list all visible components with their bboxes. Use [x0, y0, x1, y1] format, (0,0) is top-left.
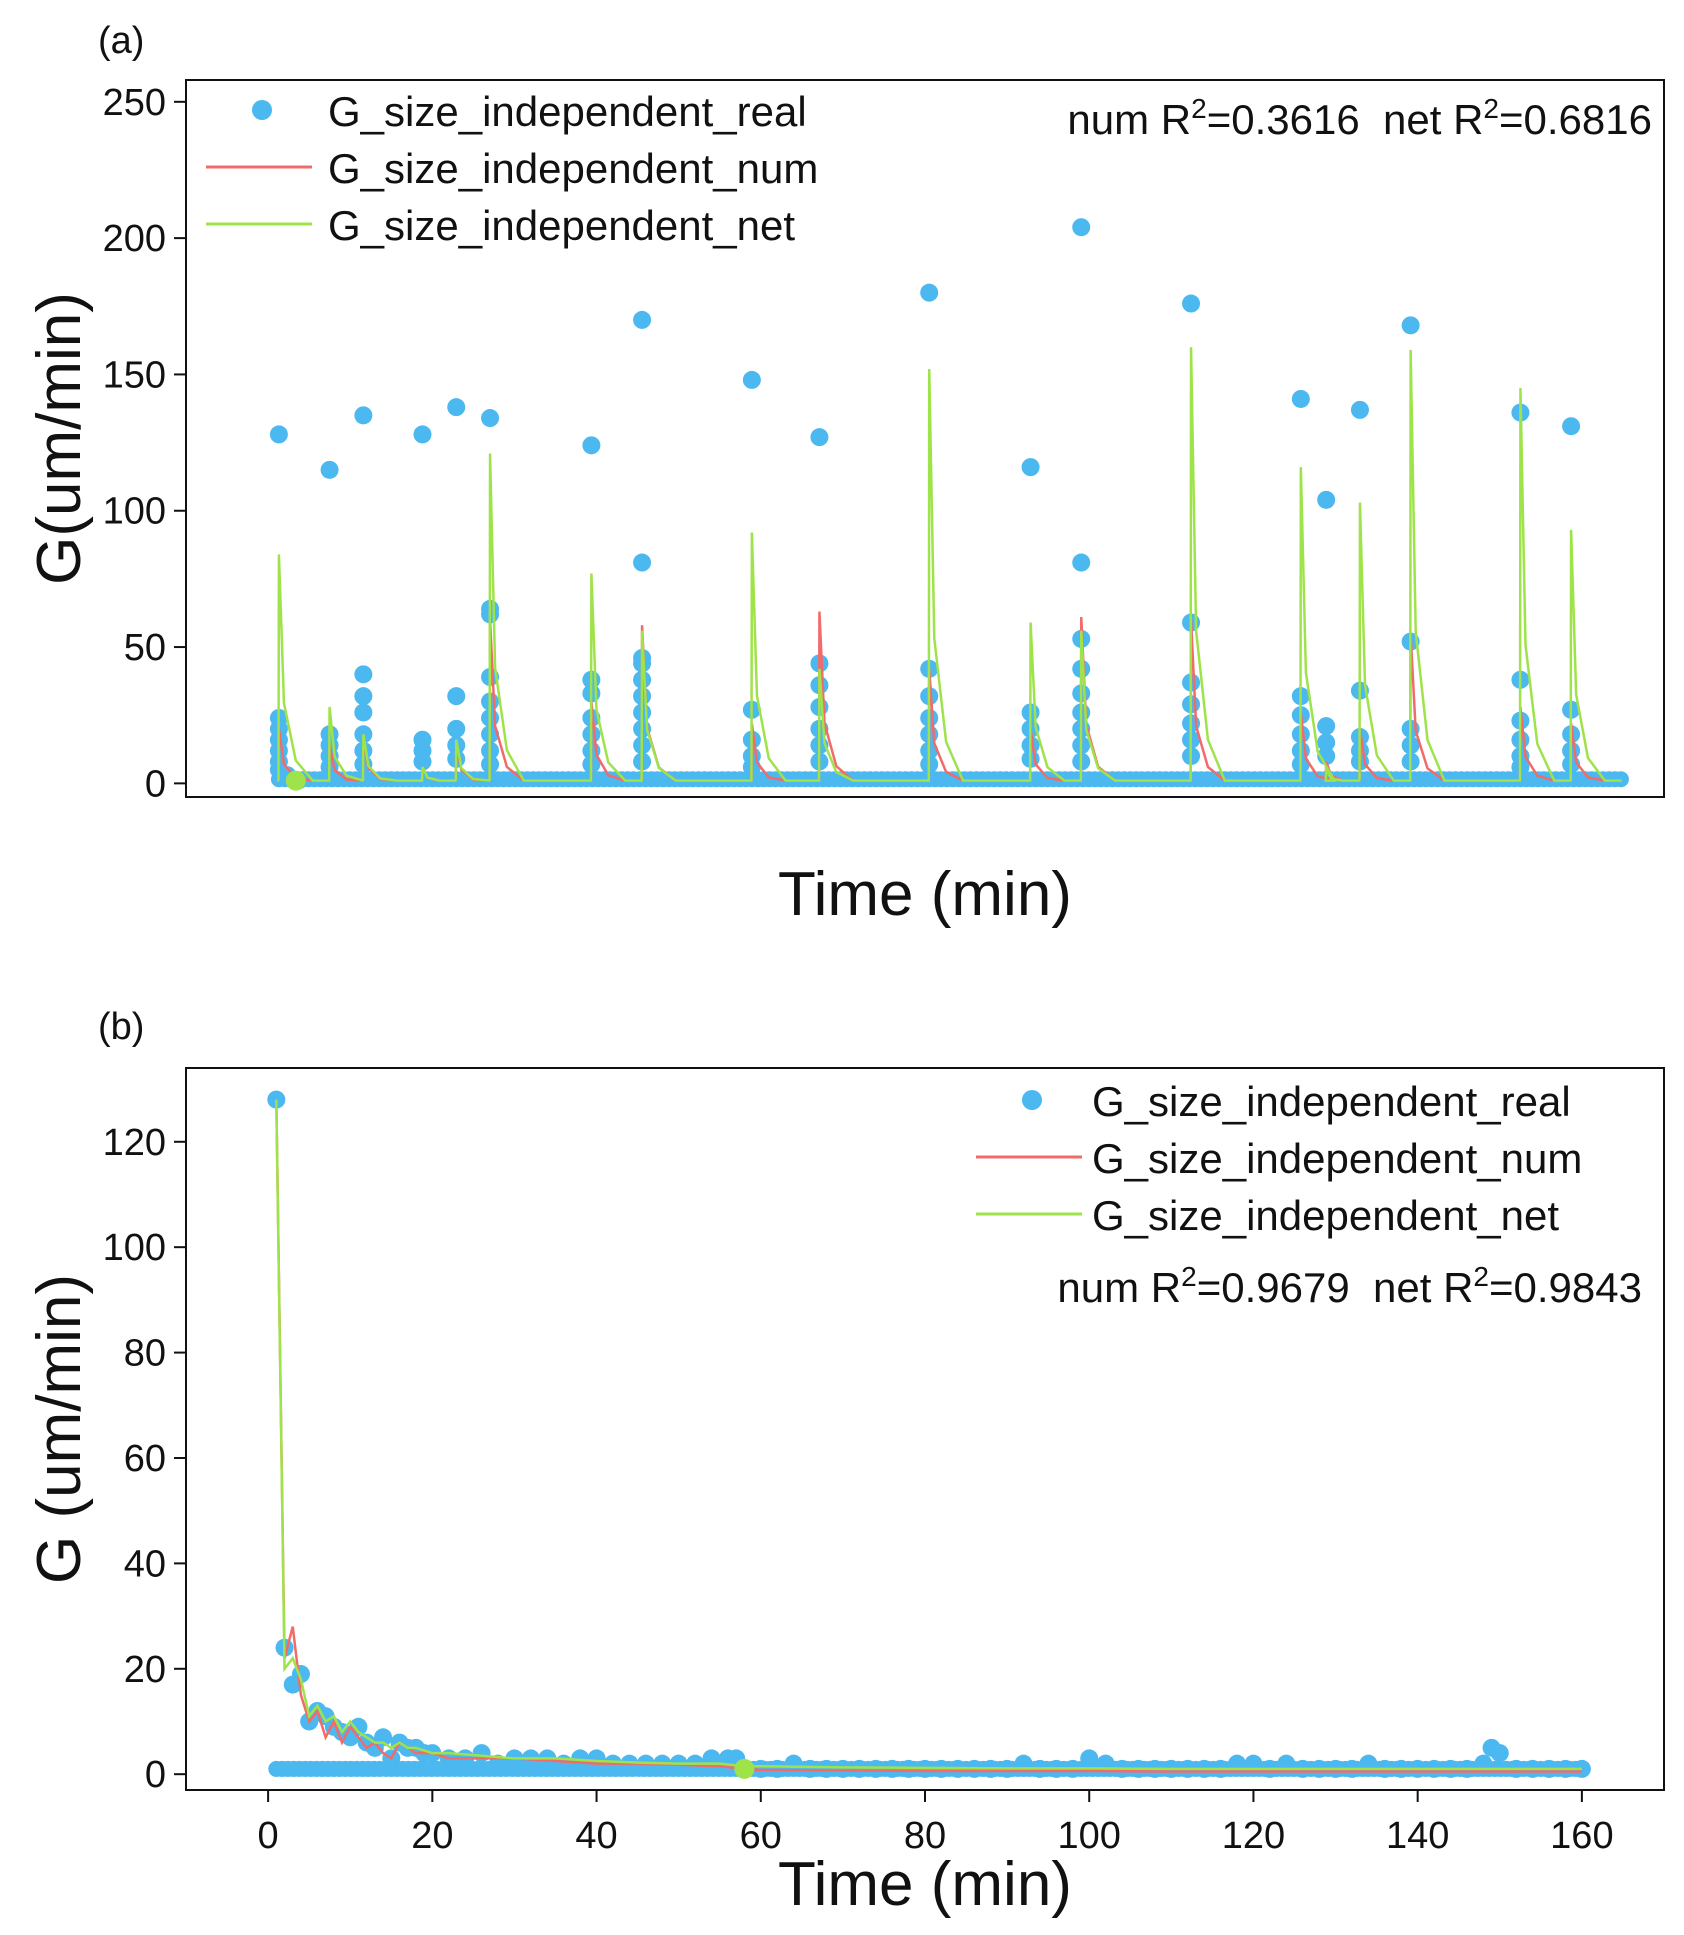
num-series-line: [275, 1099, 1582, 1773]
real-point: [320, 460, 339, 479]
y-tick-label: 0: [145, 1754, 166, 1796]
real-point: [633, 553, 652, 572]
stats-sup: 2: [1473, 1261, 1489, 1292]
legend-marker: [252, 100, 272, 120]
real-point: [1182, 294, 1201, 313]
stats-num-label: num R: [1057, 1264, 1181, 1311]
real-point: [1401, 316, 1420, 335]
real-point: [810, 428, 829, 447]
r-squared-stats: num R2=0.3616 net R2=0.6816: [1067, 93, 1652, 143]
stats-num-label: num R: [1067, 96, 1191, 143]
real-point: [1072, 218, 1091, 237]
real-point: [1350, 400, 1369, 419]
plot-frame-0: [185, 79, 1665, 798]
y-tick-label: 150: [103, 354, 166, 396]
real-point: [481, 409, 500, 428]
legend-label: G_size_independent_real: [328, 88, 807, 135]
r-squared-stats: num R2=0.9679 net R2=0.9843: [1057, 1261, 1642, 1311]
stats-sup: 2: [1191, 93, 1207, 124]
y-axis-title: G (um/min): [25, 1274, 94, 1584]
y-tick-label: 120: [103, 1122, 166, 1164]
y-tick-label: 200: [103, 218, 166, 260]
stats-space: [1350, 1264, 1373, 1311]
stats-num-value: =0.9679: [1197, 1264, 1350, 1311]
real-point: [1291, 389, 1310, 408]
net-series-line: [277, 347, 1622, 782]
y-tick-label: 250: [103, 82, 166, 124]
stats-space: [1360, 96, 1383, 143]
y-tick-label: 100: [103, 1227, 166, 1269]
y-tick-label: 60: [124, 1438, 166, 1480]
x-tick-label: 40: [575, 1815, 617, 1857]
real-point: [742, 370, 761, 389]
real-point: [1317, 490, 1336, 509]
highlight-point: [285, 770, 306, 791]
x-axis-title: Time (min): [778, 860, 1072, 929]
real-point: [1612, 771, 1629, 788]
x-tick-label: 80: [904, 1815, 946, 1857]
y-tick-label: 20: [124, 1649, 166, 1691]
stats-net-value: =0.9843: [1489, 1264, 1642, 1311]
real-point: [1072, 553, 1091, 572]
x-tick-label: 100: [1058, 1815, 1121, 1857]
plot-area-1: [267, 1090, 1591, 1779]
stats-num-value: =0.3616: [1207, 96, 1360, 143]
real-point: [1317, 717, 1336, 736]
real-point: [1317, 733, 1336, 752]
x-tick-label: 60: [740, 1815, 782, 1857]
real-point: [447, 687, 466, 706]
stats-net-value: =0.6816: [1499, 96, 1652, 143]
real-point: [920, 283, 939, 302]
y-tick-label: 0: [145, 763, 166, 805]
legend-label: G_size_independent_net: [1092, 1192, 1559, 1239]
x-tick-label: 120: [1222, 1815, 1285, 1857]
real-point: [447, 719, 466, 738]
x-tick-label: 20: [411, 1815, 453, 1857]
y-tick-label: 40: [124, 1543, 166, 1585]
net-series-line: [275, 1099, 1582, 1771]
plot-area-0: [269, 218, 1629, 791]
y-tick-label: 100: [103, 491, 166, 533]
y-tick-label: 80: [124, 1333, 166, 1375]
legend-marker: [1022, 1090, 1042, 1110]
real-point: [354, 406, 373, 425]
real-point: [447, 398, 466, 417]
panel-label-a: (a): [98, 20, 145, 62]
legend-label: G_size_independent_net: [328, 202, 795, 249]
real-point: [633, 310, 652, 329]
real-point: [1490, 1744, 1509, 1763]
x-tick-label: 160: [1550, 1815, 1613, 1857]
legend-label: G_size_independent_num: [1092, 1135, 1582, 1182]
x-tick-label: 140: [1386, 1815, 1449, 1857]
panel-label-b: (b): [98, 1006, 145, 1048]
y-axis-title: G(um/min): [25, 292, 94, 585]
stats-net-label: net R: [1383, 96, 1483, 143]
num-series-line: [277, 611, 1622, 782]
x-axis-title: Time (min): [778, 1850, 1072, 1919]
real-point: [354, 665, 373, 684]
x-tick-label: 0: [258, 1815, 279, 1857]
real-point: [269, 425, 288, 444]
highlight-point: [734, 1758, 755, 1779]
stats-sup: 2: [1483, 93, 1499, 124]
legend-label: G_size_independent_real: [1092, 1078, 1571, 1125]
stats-sup: 2: [1181, 1261, 1197, 1292]
real-point: [413, 425, 432, 444]
y-tick-label: 50: [124, 627, 166, 669]
real-point: [1021, 458, 1040, 477]
real-point: [354, 703, 373, 722]
real-point: [413, 752, 432, 771]
real-point: [1562, 417, 1581, 436]
real-point: [582, 436, 601, 455]
legend-label: G_size_independent_num: [328, 145, 818, 192]
stats-net-label: net R: [1373, 1264, 1473, 1311]
real-point: [354, 687, 373, 706]
